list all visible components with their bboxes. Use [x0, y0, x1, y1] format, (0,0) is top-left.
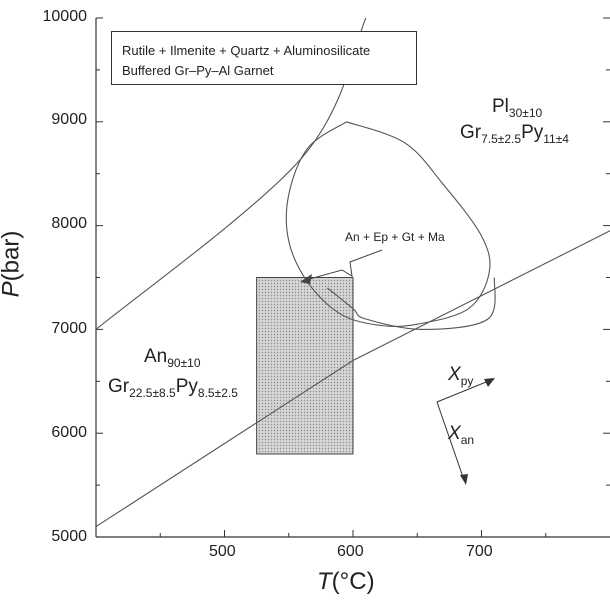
y-tick-label-7000: 7000 — [51, 320, 87, 337]
xan-label: Xan — [448, 423, 474, 447]
reaction-label: An + Ep + Gt + Ma — [345, 230, 445, 244]
legend-line-2: Buffered Gr–Py–Al Garnet — [122, 63, 274, 78]
pl-label: Pl30±10 — [492, 96, 542, 120]
xan-subscript: an — [460, 433, 475, 447]
x-tick-label-700: 700 — [466, 543, 493, 560]
py-lower-subscript: 8.5±2.5 — [197, 386, 238, 400]
lower-garnet-label: Gr22.5±8.5Py8.5±2.5 — [108, 376, 238, 400]
py-upper-subscript: 11±4 — [543, 132, 569, 146]
an-lower-subscript: 90±10 — [167, 356, 201, 370]
x-axis-unit: (°C) — [331, 568, 375, 595]
x-axis-title: T(°C) — [317, 568, 375, 596]
loop-curve — [285, 121, 491, 327]
gr-lower-text: Gr — [108, 376, 130, 397]
x-tick-label-500: 500 — [209, 543, 236, 560]
py-upper-text: Py — [521, 122, 544, 143]
lower-reaction-line — [95, 230, 610, 528]
an-lower-text: An — [144, 346, 168, 367]
xpy-text: X — [448, 364, 461, 385]
upper-garnet-label: Gr7.5±2.5Py11±4 — [460, 122, 569, 146]
y-tick-label-8000: 8000 — [51, 215, 87, 232]
loop-tail-curve — [326, 277, 496, 330]
gr-upper-text: Gr — [460, 122, 482, 143]
xan-arrowhead — [460, 474, 468, 485]
reaction-pointer-arrowhead — [300, 274, 312, 284]
py-lower-text: Py — [175, 376, 198, 397]
xpy-subscript: py — [460, 374, 474, 388]
xan-text: X — [448, 423, 461, 444]
y-axis-variable: P — [0, 281, 25, 298]
an-label: An90±10 — [144, 346, 201, 370]
pl-text: Pl — [492, 96, 509, 117]
legend-box: Rutile + Ilmenite + Quartz + Aluminosili… — [111, 31, 417, 85]
pl-subscript: 30±10 — [508, 106, 543, 120]
gr-lower-subscript: 22.5±8.5 — [129, 386, 176, 400]
y-tick-label-10000: 10000 — [42, 8, 88, 25]
y-axis-title: P(bar) — [0, 231, 25, 298]
xpy-arrowhead — [484, 378, 495, 387]
y-tick-label-9000: 9000 — [51, 111, 87, 128]
legend-line-1: Rutile + Ilmenite + Quartz + Aluminosili… — [122, 43, 371, 58]
y-axis-unit: (bar) — [0, 230, 25, 282]
y-tick-label-6000: 6000 — [51, 424, 87, 441]
y-tick-label-5000: 5000 — [51, 528, 87, 545]
gr-upper-subscript: 7.5±2.5 — [481, 132, 522, 146]
x-tick-label-600: 600 — [337, 543, 364, 560]
xpy-label: Xpy — [448, 364, 473, 388]
xpy-arrow-line — [436, 379, 492, 403]
x-axis-variable: T — [317, 568, 332, 595]
shaded-pt-box — [256, 277, 354, 455]
reaction-pointer-line — [305, 249, 383, 281]
xan-arrow-line — [436, 401, 465, 481]
